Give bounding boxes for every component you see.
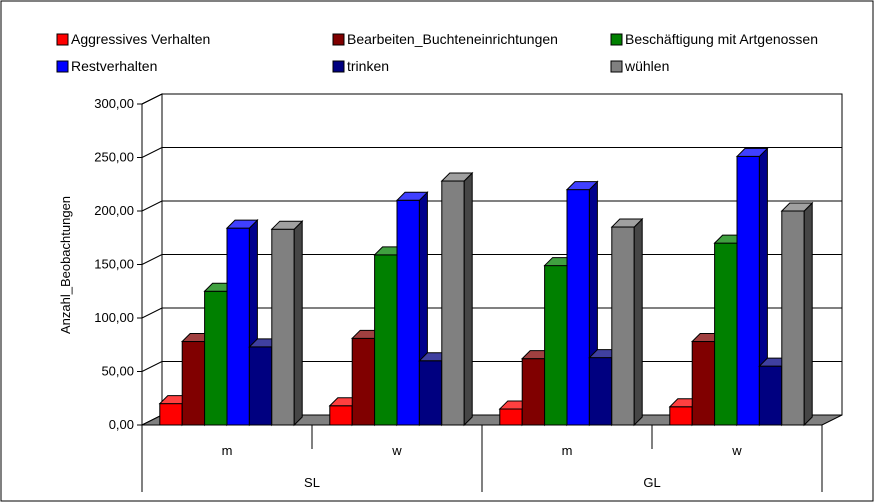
bar-front	[669, 406, 693, 426]
x-tick-label: m	[562, 443, 573, 458]
legend-swatch	[332, 60, 345, 73]
legend-item: Aggressives Verhalten	[56, 31, 210, 47]
bar-top	[735, 147, 769, 157]
bar-front	[736, 155, 760, 426]
gridline-side	[141, 200, 163, 212]
legend-item: wühlen	[610, 58, 669, 74]
bar-front	[566, 189, 590, 426]
gridline-side	[141, 93, 163, 105]
bar	[270, 219, 304, 427]
bar-top	[225, 219, 259, 229]
bar-front	[329, 405, 353, 426]
bar-front	[181, 341, 206, 426]
gridline-side	[141, 361, 163, 372]
bar-top	[270, 220, 304, 230]
bar-front	[159, 403, 183, 426]
legend-swatch	[56, 60, 69, 73]
bar-front	[758, 365, 783, 426]
bar-front	[374, 254, 398, 426]
bar-side	[803, 201, 813, 427]
y-axis-title: Anzahl_Beobachtungen	[58, 196, 73, 334]
gridline-side	[141, 307, 163, 319]
bar-front	[441, 180, 465, 426]
bar	[610, 217, 644, 427]
bar-front	[499, 408, 523, 426]
bar-front	[396, 199, 420, 426]
bar	[735, 147, 769, 427]
y-tick-label: 200,00	[94, 203, 134, 218]
legend-swatch	[56, 33, 69, 46]
x-tick-label: w	[731, 443, 742, 458]
legend-item: Beschäftigung mit Artgenossen	[610, 31, 818, 47]
gridline-side	[141, 147, 163, 158]
bar-top	[780, 202, 814, 212]
bar-top	[565, 181, 599, 191]
legend-item: trinken	[332, 58, 389, 74]
legend-label: Bearbeiten_Buchteneinrichtungen	[347, 31, 558, 47]
bar-front	[714, 242, 738, 426]
y-tick-label: 50,00	[101, 364, 134, 379]
plot-area: 0,00 50,00 100,00 150,00 200,00 250,00 300,00 m…	[94, 93, 843, 492]
y-tick-label: 300,00	[94, 96, 134, 111]
bar-side	[463, 171, 473, 427]
x-group-label: SL	[304, 475, 320, 490]
bar	[780, 201, 814, 427]
bar-front	[226, 227, 250, 426]
bar-front	[781, 210, 805, 426]
legend-label: Restverhalten	[71, 58, 157, 74]
y-tick-label: 100,00	[94, 310, 134, 325]
x-tick-label: m	[222, 443, 233, 458]
legend-label: wühlen	[624, 58, 669, 74]
bar	[440, 171, 474, 427]
x-tick-label: w	[391, 443, 402, 458]
bar-front	[521, 358, 546, 426]
legend-swatch	[332, 33, 345, 46]
x-group-label: GL	[643, 475, 660, 490]
bar-side	[293, 219, 303, 427]
bar-front	[588, 357, 613, 426]
y-tick-label: 0,00	[109, 417, 134, 432]
bar-front	[204, 290, 228, 426]
bar-front	[248, 346, 273, 426]
y-tick-label: 250,00	[94, 150, 134, 165]
bar	[565, 180, 599, 427]
legend: Aggressives Verhalten Bearbeiten_Buchtene…	[56, 31, 818, 74]
bar-front	[271, 228, 295, 426]
legend-swatch	[610, 60, 623, 73]
legend-item: Restverhalten	[56, 58, 157, 74]
bar-top	[440, 172, 474, 182]
bar-front	[351, 337, 376, 426]
bar-front	[544, 265, 568, 426]
legend-swatch	[610, 33, 623, 46]
y-tick-label: 150,00	[94, 257, 134, 272]
bar-front	[611, 226, 635, 426]
legend-label: Beschäftigung mit Artgenossen	[625, 31, 818, 47]
legend-item: Bearbeiten_Buchteneinrichtungen	[332, 31, 558, 47]
bar-front	[418, 360, 443, 426]
legend-label: Aggressives Verhalten	[71, 31, 210, 47]
legend-label: trinken	[347, 58, 389, 74]
bar-side	[633, 217, 643, 427]
gridline-side	[141, 254, 163, 265]
bar-top	[395, 191, 429, 201]
bar-top	[610, 218, 644, 228]
bar-front	[691, 341, 716, 426]
